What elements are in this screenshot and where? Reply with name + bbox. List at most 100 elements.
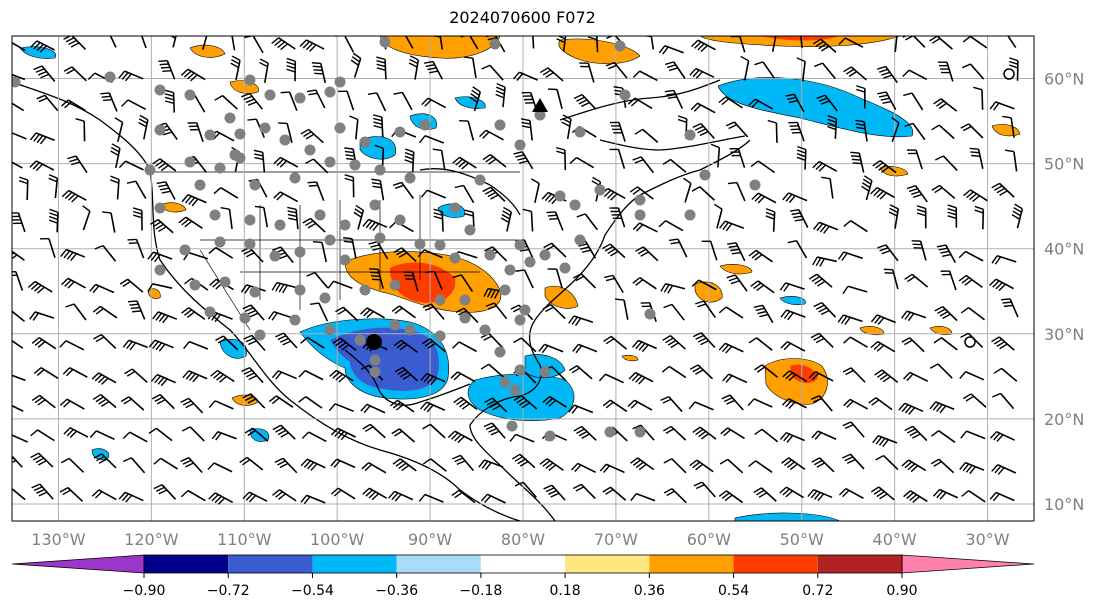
wind-barb — [662, 158, 687, 173]
wind-barb — [374, 144, 385, 169]
station-marker — [204, 306, 216, 318]
wind-barb — [12, 434, 29, 443]
wind-barb — [164, 89, 176, 113]
station-marker — [449, 252, 461, 264]
wind-barb — [693, 481, 716, 498]
wind-barb — [635, 246, 659, 262]
wind-barb — [362, 487, 388, 501]
station-marker — [489, 38, 501, 50]
wind-barb — [259, 58, 269, 83]
wind-barb — [989, 491, 1015, 502]
wind-barb — [61, 277, 86, 289]
wind-barb — [330, 427, 356, 441]
wind-barb — [214, 94, 238, 110]
station-marker — [224, 112, 236, 124]
station-marker — [574, 126, 586, 138]
wind-barb — [605, 61, 628, 79]
wind-barb — [877, 91, 897, 110]
wind-barb — [92, 393, 117, 409]
wind-barb — [126, 180, 147, 199]
wind-barb — [689, 459, 714, 473]
lat-tick-label: 60°N — [1044, 70, 1084, 89]
wind-barb — [484, 397, 508, 413]
wind-barb — [271, 37, 296, 51]
wind-barb — [973, 86, 984, 110]
wind-barb — [12, 132, 27, 140]
station-marker — [506, 420, 518, 432]
wind-barb — [515, 269, 534, 289]
colorbar-tick-label: −0.36 — [375, 583, 418, 599]
lat-tick-label: 10°N — [1044, 495, 1084, 514]
wind-barb — [420, 189, 447, 199]
wind-barb — [779, 486, 804, 499]
wind-barb — [18, 176, 29, 201]
lon-tick-label: 90°W — [408, 530, 452, 549]
wind-barb — [61, 99, 86, 112]
wind-barb — [750, 280, 775, 294]
wind-barb — [598, 373, 624, 384]
wind-barb — [180, 489, 206, 502]
wind-barb — [114, 117, 124, 142]
wind-barb — [929, 401, 955, 414]
wind-barb — [147, 251, 173, 263]
wind-barb — [298, 396, 323, 409]
wind-barb — [713, 203, 723, 229]
wind-barb — [812, 160, 838, 172]
station-marker — [154, 84, 166, 96]
wind-barb — [353, 204, 365, 230]
colorbar-segment — [733, 555, 818, 573]
wind-barb — [180, 457, 203, 474]
wind-barb — [92, 305, 118, 319]
wind-barb — [124, 368, 148, 383]
station-marker — [12, 76, 21, 88]
station-marker — [699, 169, 711, 181]
wind-barb — [556, 146, 567, 171]
wind-barb — [392, 181, 415, 199]
wind-barb — [127, 300, 146, 320]
wind-barb — [690, 102, 716, 114]
wind-barb — [1009, 57, 1019, 81]
wind-barb — [31, 394, 56, 409]
wind-barb — [812, 38, 837, 53]
wind-barb — [372, 114, 384, 138]
station-marker — [359, 136, 371, 148]
wind-barb — [433, 208, 444, 232]
wind-barb — [271, 281, 297, 294]
station-marker — [479, 324, 491, 336]
wind-barb — [305, 158, 329, 174]
wind-barbs — [12, 36, 1024, 505]
station-marker — [334, 76, 346, 88]
wind-barb — [12, 310, 25, 322]
station-marker — [419, 119, 431, 131]
wind-barb — [344, 174, 355, 198]
wind-barb — [422, 303, 445, 320]
wind-barb — [514, 481, 537, 498]
wind-barb — [393, 247, 417, 263]
lat-axis-labels: 10°N 20°N 30°N 40°N 50°N 60°N — [1044, 70, 1084, 514]
wind-barb — [350, 52, 362, 78]
wind-barb — [254, 205, 269, 228]
wind-barb — [302, 217, 326, 233]
wind-barb — [663, 303, 685, 321]
wind-barb — [1007, 36, 1017, 48]
wind-barb — [991, 463, 1017, 475]
wind-barb — [29, 132, 55, 145]
wind-barb — [241, 92, 263, 110]
wind-barb — [158, 59, 176, 80]
wind-barb — [275, 332, 298, 349]
wind-barb — [268, 310, 294, 321]
marker-open-circle — [964, 336, 976, 348]
wind-barb — [903, 371, 929, 382]
wind-barb — [827, 115, 838, 139]
wind-barb — [422, 423, 446, 439]
wind-barb — [452, 156, 477, 170]
wind-barb — [692, 426, 717, 440]
wind-barb — [993, 367, 1018, 382]
wind-barb — [61, 189, 87, 203]
wind-barb — [989, 430, 1015, 442]
wind-barb — [962, 393, 987, 408]
wind-barb — [388, 490, 414, 502]
wind-barb — [868, 397, 893, 411]
wind-barb — [561, 114, 572, 139]
wind-barb — [843, 398, 869, 410]
